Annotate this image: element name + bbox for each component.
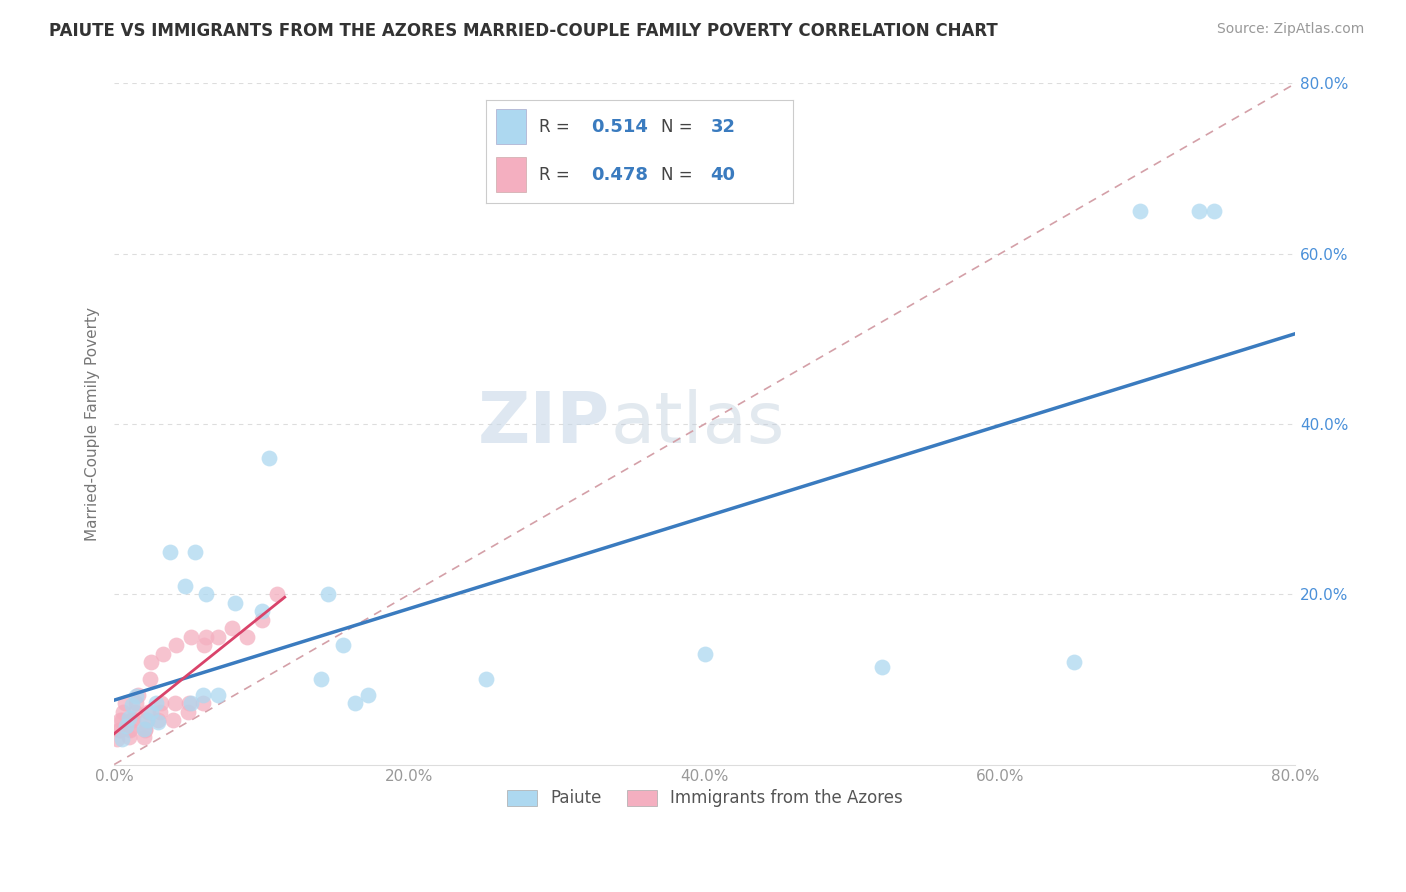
- Point: [207, 688, 229, 702]
- Point: [135, 713, 157, 727]
- Text: PAIUTE VS IMMIGRANTS FROM THE AZORES MARRIED-COUPLE FAMILY POVERTY CORRELATION C: PAIUTE VS IMMIGRANTS FROM THE AZORES MAR…: [49, 22, 998, 40]
- Point: [332, 638, 354, 652]
- Point: [148, 714, 170, 729]
- Point: [134, 722, 156, 736]
- Point: [1063, 656, 1085, 670]
- Point: [148, 713, 170, 727]
- Point: [138, 673, 160, 687]
- Y-axis label: Married-Couple Family Poverty: Married-Couple Family Poverty: [86, 307, 100, 541]
- Point: [159, 544, 181, 558]
- Point: [120, 722, 142, 736]
- Point: [122, 712, 145, 726]
- Point: [124, 705, 146, 719]
- Point: [191, 696, 214, 710]
- Point: [180, 630, 202, 644]
- Point: [179, 696, 201, 710]
- Point: [135, 713, 157, 727]
- Text: ZIP: ZIP: [478, 390, 610, 458]
- Point: [165, 638, 187, 652]
- Point: [118, 731, 141, 745]
- Point: [309, 673, 332, 687]
- Point: [132, 722, 155, 736]
- Point: [236, 630, 259, 644]
- Point: [343, 696, 366, 710]
- Point: [125, 690, 148, 704]
- Point: [139, 656, 162, 670]
- Point: [121, 698, 143, 712]
- Point: [139, 705, 162, 719]
- Point: [250, 604, 273, 618]
- Point: [152, 647, 174, 661]
- Point: [870, 659, 893, 673]
- Point: [266, 587, 288, 601]
- Point: [108, 723, 131, 738]
- Point: [110, 731, 132, 746]
- Point: [193, 638, 215, 652]
- Point: [257, 450, 280, 465]
- Point: [110, 713, 132, 727]
- Point: [194, 587, 217, 601]
- Point: [1188, 204, 1211, 219]
- Legend: Paiute, Immigrants from the Azores: Paiute, Immigrants from the Azores: [501, 783, 910, 814]
- Point: [134, 723, 156, 738]
- Point: [250, 613, 273, 627]
- Point: [112, 705, 135, 719]
- Point: [357, 688, 380, 702]
- Point: [114, 696, 136, 710]
- Point: [191, 688, 214, 702]
- Point: [194, 630, 217, 644]
- Point: [107, 723, 129, 738]
- Point: [163, 696, 186, 710]
- Point: [108, 713, 131, 727]
- Point: [162, 713, 184, 727]
- Point: [221, 621, 243, 635]
- Point: [118, 711, 141, 725]
- Point: [105, 731, 128, 746]
- Text: Source: ZipAtlas.com: Source: ZipAtlas.com: [1216, 22, 1364, 37]
- Point: [1129, 204, 1152, 219]
- Text: atlas: atlas: [610, 390, 785, 458]
- Point: [316, 587, 339, 601]
- Point: [127, 688, 149, 702]
- Point: [150, 696, 173, 710]
- Point: [180, 696, 202, 710]
- Point: [115, 719, 138, 733]
- Point: [1204, 204, 1226, 219]
- Point: [207, 630, 229, 644]
- Point: [177, 705, 200, 719]
- Point: [184, 544, 207, 558]
- Point: [145, 696, 167, 710]
- Point: [136, 705, 159, 719]
- Point: [125, 696, 148, 710]
- Point: [120, 723, 142, 738]
- Point: [132, 731, 155, 745]
- Point: [149, 705, 172, 719]
- Point: [475, 673, 498, 687]
- Point: [121, 713, 143, 727]
- Point: [693, 647, 716, 661]
- Point: [174, 579, 197, 593]
- Point: [224, 596, 246, 610]
